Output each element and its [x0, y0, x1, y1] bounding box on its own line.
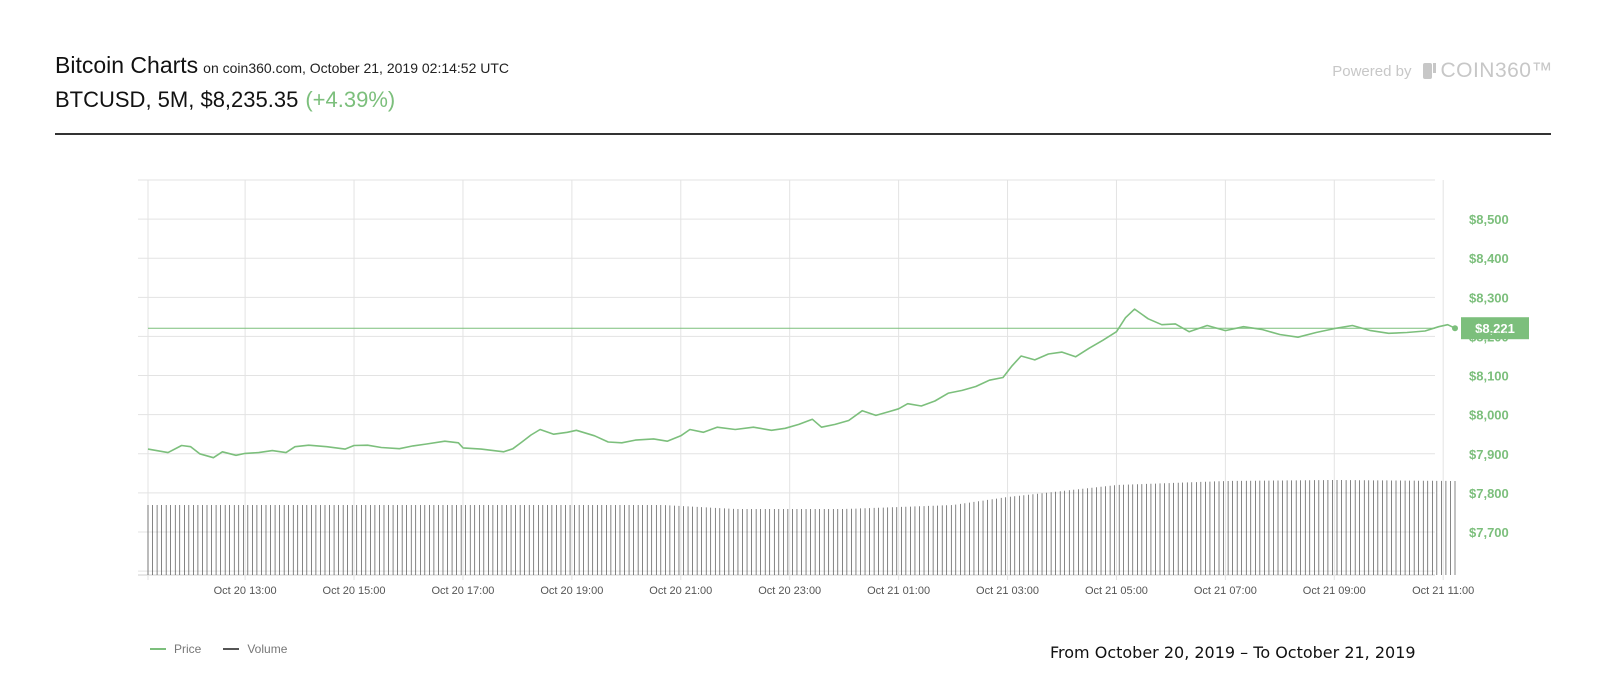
price-swatch-icon: [150, 648, 166, 650]
legend-price-label: Price: [174, 642, 202, 656]
date-range: From October 20, 2019 – To October 21, 2…: [1050, 643, 1416, 662]
x-tick-label: Oct 21 05:00: [1085, 585, 1148, 597]
price-change: (+4.39%): [305, 87, 396, 112]
chart-grid: [138, 179, 1444, 580]
powered-by[interactable]: Powered by COIN360™: [1332, 59, 1553, 83]
powered-by-label: Powered by: [1332, 62, 1412, 80]
chart-header: Bitcoin Charts on coin360.com, October 2…: [55, 52, 1551, 113]
coin360-logo-icon: [1423, 63, 1437, 79]
y-tick-label: $8,200: [1469, 329, 1509, 344]
x-tick-label: Oct 21 09:00: [1303, 585, 1366, 597]
x-tick-label: Oct 20 17:00: [431, 585, 494, 597]
legend-volume[interactable]: Volume: [223, 642, 287, 656]
y-tick-label: $8,300: [1469, 290, 1509, 305]
current-price-label: $8,221: [1475, 321, 1515, 336]
y-tick-label: $8,500: [1469, 212, 1509, 227]
x-tick-label: Oct 21 01:00: [867, 585, 930, 597]
x-tick-label: Oct 20 21:00: [649, 585, 712, 597]
y-axis: $7,700 $7,800 $7,900 $8,000 $8,100 $8,200 $8,3…: [1469, 212, 1509, 540]
price-line[interactable]: [147, 308, 1456, 459]
x-tick-label: Oct 20 15:00: [323, 585, 386, 597]
x-tick-label: Oct 21 07:00: [1194, 585, 1257, 597]
y-tick-label: $8,400: [1469, 251, 1509, 266]
page-subtitle: on coin360.com, October 21, 2019 02:14:5…: [203, 60, 510, 76]
chart-legend: Price Volume: [150, 642, 309, 656]
volume-series: [147, 480, 1456, 575]
coin360-logo[interactable]: COIN360™: [1423, 59, 1553, 83]
page-title: Bitcoin Charts: [55, 52, 199, 78]
price-summary: BTCUSD, 5M, $8,235.35 (+4.39%): [55, 87, 1551, 113]
title-row: Bitcoin Charts on coin360.com, October 2…: [55, 52, 1551, 79]
current-price-badge: [1461, 317, 1529, 340]
current-price-marker: [1452, 325, 1458, 332]
x-tick-label: Oct 20 19:00: [540, 585, 603, 597]
y-tick-label: $8,100: [1469, 369, 1509, 384]
y-tick-label: $7,700: [1469, 525, 1509, 540]
legend-volume-label: Volume: [247, 642, 288, 656]
y-tick-label: $7,900: [1469, 447, 1509, 462]
header-divider: [55, 133, 1551, 135]
coin360-brand: COIN360™: [1440, 59, 1553, 82]
x-tick-label: Oct 20 23:00: [758, 585, 821, 597]
y-tick-label: $8,000: [1469, 408, 1509, 423]
x-axis: Oct 20 13:00 Oct 20 15:00 Oct 20 17:00 Oct …: [214, 585, 1475, 597]
pair-line: BTCUSD, 5M, $8,235.35: [55, 87, 299, 112]
x-tick-label: Oct 21 03:00: [976, 585, 1039, 597]
x-tick-label: Oct 20 13:00: [214, 585, 277, 597]
legend-price[interactable]: Price: [150, 642, 201, 656]
y-tick-label: $7,800: [1469, 486, 1509, 501]
price-series: $8,221: [147, 308, 1529, 459]
x-tick-label: Oct 21 11:00: [1412, 585, 1474, 597]
volume-swatch-icon: [223, 648, 240, 650]
